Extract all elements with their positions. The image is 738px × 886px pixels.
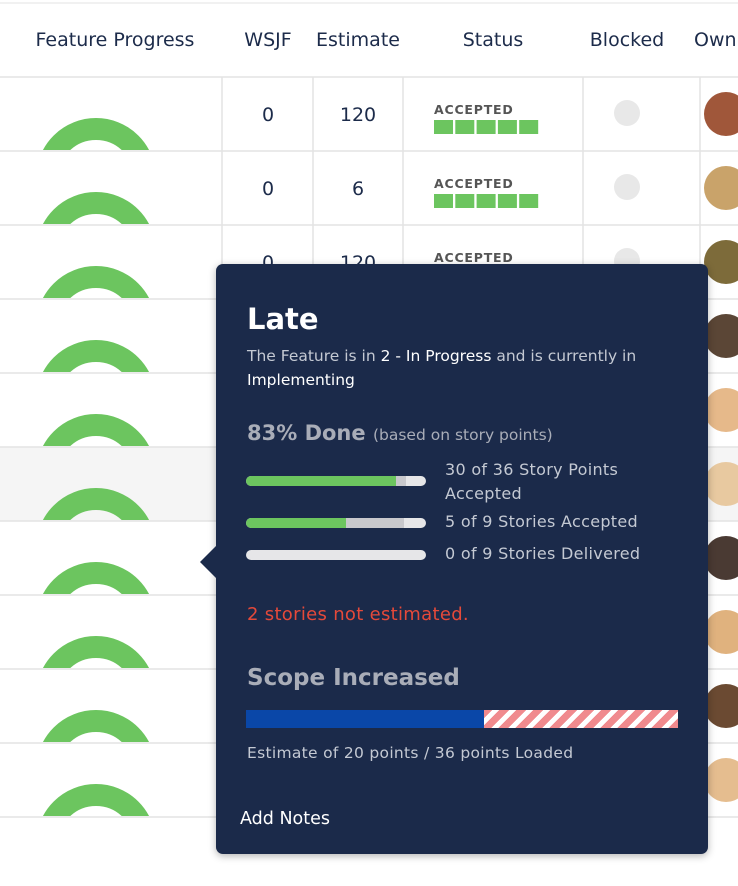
bar-fill bbox=[346, 518, 404, 528]
state: 2 - In Progress bbox=[380, 347, 492, 365]
text: The Feature is in bbox=[247, 347, 381, 365]
status-segment bbox=[497, 194, 517, 208]
text: and is currently in bbox=[491, 347, 637, 365]
status-segment bbox=[434, 194, 453, 208]
status-segment bbox=[519, 194, 539, 208]
status-segment bbox=[455, 194, 475, 208]
owner-avatar bbox=[704, 462, 738, 506]
scope-loaded bbox=[246, 710, 484, 728]
done-note: (based on story points) bbox=[372, 426, 553, 444]
popover-arrow bbox=[200, 546, 216, 578]
progress-donut bbox=[42, 414, 150, 446]
wsjf: 0 bbox=[262, 104, 274, 126]
column-header: Own bbox=[694, 29, 737, 51]
status-segment bbox=[476, 120, 496, 134]
progress-donut bbox=[42, 784, 150, 816]
status-segment bbox=[476, 194, 496, 208]
phase: Implementing bbox=[247, 371, 355, 389]
owner-avatar bbox=[704, 388, 738, 432]
owner-avatar bbox=[704, 166, 738, 210]
progress-donut bbox=[42, 488, 150, 520]
progress-donut bbox=[42, 340, 150, 372]
progress-donut bbox=[42, 118, 150, 150]
scope-title: Scope Increased bbox=[247, 665, 460, 691]
progress-label: 0 of 9 Stories Delivered bbox=[445, 544, 641, 563]
blocked-indicator bbox=[614, 174, 640, 200]
estimate: 120 bbox=[340, 104, 376, 126]
scope-text: Estimate of 20 points / 36 points Loaded bbox=[247, 744, 574, 762]
bar-fill bbox=[396, 476, 406, 486]
progress-donut bbox=[42, 710, 150, 742]
feature-popover: Late The Feature is in 2 - In Progress a… bbox=[200, 264, 708, 854]
status: ACCEPTED bbox=[434, 250, 514, 265]
done-label: 83% Done (based on story points) bbox=[247, 421, 553, 445]
column-header: Estimate bbox=[316, 29, 400, 51]
owner-avatar bbox=[704, 684, 738, 728]
progress-bar bbox=[246, 518, 426, 528]
popover-description: The Feature is in 2 - In Progress and is… bbox=[247, 344, 687, 392]
status-segment bbox=[434, 120, 453, 134]
scope-added bbox=[484, 710, 678, 728]
progress-donut bbox=[42, 562, 150, 594]
status: ACCEPTED bbox=[434, 102, 514, 117]
add-notes[interactable]: Add Notes bbox=[240, 809, 330, 829]
progress-donut bbox=[42, 636, 150, 668]
column-header: Blocked bbox=[590, 29, 664, 51]
progress-donut bbox=[42, 192, 150, 224]
status-segment bbox=[455, 120, 475, 134]
bar-fill bbox=[246, 476, 396, 486]
owner-avatar bbox=[704, 92, 738, 136]
warning: 2 stories not estimated. bbox=[247, 604, 469, 625]
owner-avatar bbox=[704, 758, 738, 802]
owner-avatar bbox=[704, 240, 738, 284]
progress-label: 30 of 36 Story Points Accepted bbox=[445, 460, 619, 503]
status-segment bbox=[497, 120, 517, 134]
popover-title: Late bbox=[247, 302, 319, 336]
estimate: 6 bbox=[352, 178, 364, 200]
bar-fill bbox=[246, 518, 346, 528]
column-header: Feature Progress bbox=[36, 29, 195, 51]
column-header: Status bbox=[463, 29, 524, 51]
progress-bar bbox=[246, 476, 426, 486]
wsjf: 0 bbox=[262, 178, 274, 200]
done: 83% Done bbox=[247, 421, 366, 445]
blocked-indicator bbox=[614, 100, 640, 126]
progress-label: 5 of 9 Stories Accepted bbox=[445, 512, 638, 531]
owner-avatar bbox=[704, 536, 738, 580]
column-header: WSJF bbox=[244, 29, 291, 51]
progress-donut bbox=[42, 266, 150, 298]
status: ACCEPTED bbox=[434, 176, 514, 191]
owner-avatar bbox=[704, 610, 738, 654]
status-segment bbox=[519, 120, 539, 134]
progress-bar bbox=[246, 550, 426, 560]
owner-avatar bbox=[704, 314, 738, 358]
